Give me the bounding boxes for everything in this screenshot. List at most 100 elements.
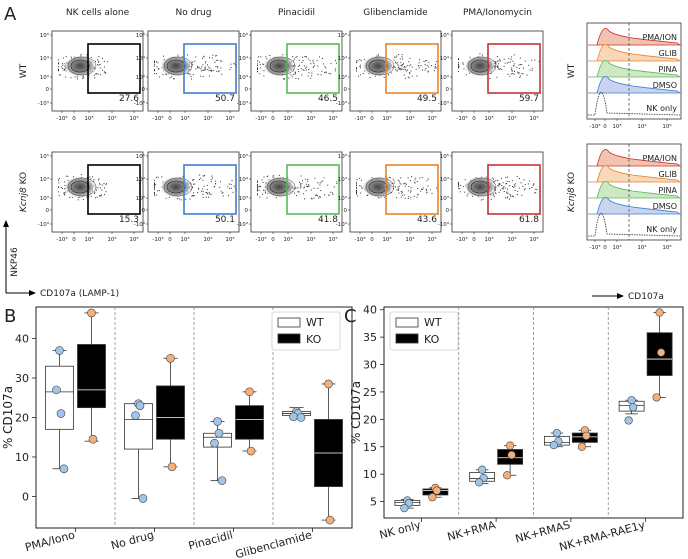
scatter-dot bbox=[58, 66, 59, 68]
scatter-dot bbox=[510, 56, 512, 58]
flow-plot: 43.6 10⁵ 10⁴ 10³ 0 -10³ -10³ 0 10³ 10⁴ 10⁵ bbox=[336, 151, 442, 243]
data-point-ko bbox=[657, 348, 666, 357]
scatter-dot bbox=[509, 75, 511, 77]
scatter-dot bbox=[308, 68, 310, 70]
contour-line bbox=[266, 177, 296, 197]
scatter-dot bbox=[294, 72, 296, 74]
scatter-dot bbox=[97, 187, 99, 189]
scatter-dot bbox=[211, 177, 213, 179]
scatter-dot bbox=[308, 72, 310, 74]
data-point-ko bbox=[166, 354, 175, 363]
y-tick-label: 40 bbox=[363, 304, 377, 317]
scatter-dot bbox=[154, 183, 155, 185]
data-point-ko bbox=[655, 308, 664, 317]
data-point-wt bbox=[475, 478, 484, 487]
y-tick-label: 10⁴ bbox=[440, 176, 450, 183]
y-tick-label: 10⁵ bbox=[440, 153, 449, 160]
x-tick-label: 10³ bbox=[484, 115, 493, 122]
scatter-dot bbox=[262, 63, 264, 65]
x-tick-label: -10³ bbox=[354, 115, 365, 122]
x-tick-label: 0 bbox=[72, 116, 76, 122]
column-title: NK cells alone bbox=[66, 8, 130, 18]
scatter-dot bbox=[192, 64, 194, 66]
scatter-dot bbox=[512, 196, 514, 198]
scatter-dot bbox=[394, 186, 396, 188]
hist-x-tick-label: 10³ bbox=[612, 244, 621, 251]
scatter-dot bbox=[356, 188, 357, 190]
scatter-dot bbox=[192, 195, 194, 197]
scatter-dot bbox=[198, 174, 200, 176]
scatter-dot bbox=[208, 192, 210, 194]
scatter-dot bbox=[302, 69, 304, 71]
legend-label-wt: WT bbox=[424, 316, 442, 329]
scatter-dot bbox=[416, 75, 418, 77]
scatter-dot bbox=[423, 61, 425, 63]
y-tick-label: 10⁵ bbox=[239, 32, 248, 39]
scatter-dot bbox=[306, 185, 308, 187]
scatter-dot bbox=[534, 192, 536, 194]
scatter-dot bbox=[361, 187, 363, 189]
scatter-dot bbox=[502, 188, 504, 190]
scatter-dot bbox=[294, 71, 296, 73]
y-tick-label: -10³ bbox=[336, 100, 347, 107]
y-tick-label: 10³ bbox=[239, 74, 248, 81]
x-tick-label: 10⁵ bbox=[225, 115, 234, 122]
scatter-dot bbox=[220, 60, 222, 62]
scatter-dot bbox=[482, 198, 484, 200]
hist-x-tick-label: 10³ bbox=[612, 123, 621, 130]
scatter-dot bbox=[266, 58, 268, 60]
scatter-dot bbox=[257, 68, 258, 70]
scatter-dot bbox=[506, 191, 508, 193]
scatter-dot bbox=[298, 181, 300, 183]
y-tick-label: 15 bbox=[363, 441, 377, 454]
scatter-dot bbox=[257, 181, 258, 183]
scatter-dot bbox=[409, 191, 411, 193]
scatter-dot bbox=[397, 64, 399, 66]
scatter-dot bbox=[494, 180, 496, 182]
scatter-dot bbox=[258, 56, 260, 58]
scatter-dot bbox=[292, 73, 294, 75]
scatter-dot bbox=[154, 185, 155, 187]
scatter-dot bbox=[356, 190, 357, 192]
x-axis-arrow-head bbox=[29, 290, 36, 296]
scatter-dot bbox=[504, 187, 506, 189]
scatter-dot bbox=[336, 181, 338, 183]
scatter-dot bbox=[296, 55, 298, 57]
scatter-dot bbox=[459, 191, 461, 193]
scatter-dot bbox=[516, 194, 518, 196]
scatter-dot bbox=[259, 185, 261, 187]
scatter-dot bbox=[227, 194, 229, 196]
scatter-dot bbox=[329, 73, 331, 75]
hist-x-tick-label: 0 bbox=[603, 124, 607, 130]
scatter-dot bbox=[65, 175, 67, 177]
scatter-dot bbox=[319, 182, 321, 184]
histogram-curve bbox=[588, 60, 682, 78]
scatter-dot bbox=[507, 188, 509, 190]
scatter-dot bbox=[507, 176, 509, 178]
scatter-dot bbox=[215, 180, 217, 182]
histogram-curve bbox=[588, 165, 682, 183]
scatter-dot bbox=[356, 67, 357, 69]
scatter-dot bbox=[154, 189, 155, 191]
scatter-dot bbox=[496, 55, 498, 57]
scatter-dot bbox=[409, 73, 411, 75]
y-tick-label: 0 bbox=[344, 208, 348, 214]
y-tick-label: 0 bbox=[22, 490, 29, 503]
scatter-dot bbox=[518, 68, 520, 70]
scatter-dot bbox=[332, 193, 334, 195]
scatter-dot bbox=[86, 196, 88, 198]
y-tick-label: 10⁵ bbox=[338, 153, 347, 160]
scatter-dot bbox=[410, 187, 412, 189]
scatter-dot bbox=[313, 187, 315, 189]
scatter-dot bbox=[155, 73, 157, 75]
x-tick-label: 10⁵ bbox=[328, 236, 337, 243]
scatter-dot bbox=[366, 195, 368, 197]
scatter-dot bbox=[389, 177, 391, 179]
scatter-dot bbox=[320, 190, 322, 192]
scatter-dot bbox=[211, 70, 213, 72]
histogram-curve bbox=[588, 197, 682, 215]
scatter-dot bbox=[309, 60, 311, 62]
x-tick-label: 0 bbox=[370, 116, 374, 122]
scatter-dot bbox=[257, 190, 258, 192]
scatter-dot bbox=[402, 63, 404, 65]
